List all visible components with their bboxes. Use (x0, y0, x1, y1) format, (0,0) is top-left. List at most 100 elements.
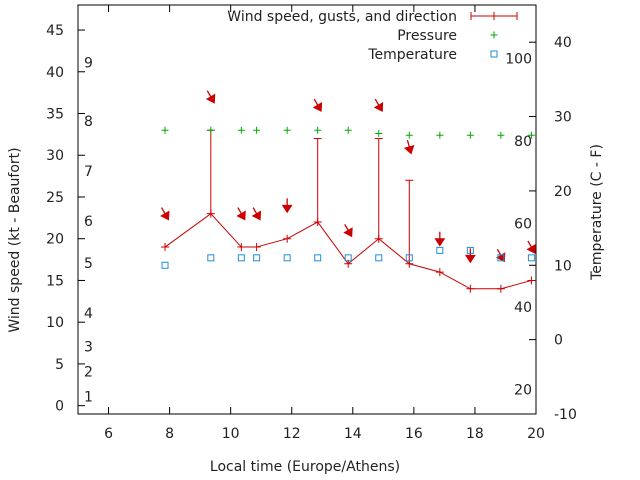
wind-direction-arrow (313, 98, 319, 106)
x-axis-label: Local time (Europe/Athens) (210, 459, 400, 475)
wind-speed-point (161, 243, 170, 252)
beaufort-label: 3 (84, 339, 93, 355)
temperature-point (466, 246, 474, 254)
wind-direction-arrowhead (281, 204, 293, 214)
beaufort-label: 6 (84, 214, 93, 230)
wind-direction-arrow (374, 98, 380, 106)
wind-speed-point (252, 243, 261, 252)
wind-speed-point (313, 218, 322, 227)
y-left-tick-label: 25 (46, 190, 64, 206)
y-right-axis-label: Temperature (C - F) (589, 144, 605, 281)
wind-direction-arrow (252, 207, 258, 214)
temperature-point (207, 254, 215, 262)
beaufort-label: 8 (84, 114, 93, 130)
wind-speed-point (374, 234, 383, 243)
legend: Wind speed, gusts, and direction Pressure… (227, 9, 518, 63)
y-left-axis-label: Wind speed (kt - Beaufort) (7, 147, 23, 332)
fahrenheit-scale-labels: 20 40 60 80 100 (505, 52, 532, 399)
pressure-point (405, 131, 413, 139)
plot-frame (77, 4, 537, 415)
x-tick-label: 18 (466, 426, 484, 442)
pressure-point (161, 126, 169, 134)
y-left-tick-label: 20 (46, 232, 64, 248)
beaufort-label: 4 (84, 306, 93, 322)
x-tick-label: 16 (405, 426, 423, 442)
x-tick-label: 8 (165, 426, 174, 442)
fahrenheit-label: 20 (514, 382, 532, 398)
wind-speed-point (527, 276, 536, 285)
wind-direction-arrowhead (236, 210, 246, 221)
wind-direction-arrowhead (373, 102, 384, 113)
x-tick-label: 14 (344, 426, 362, 442)
y-left-tick-label: 15 (46, 273, 64, 289)
y-right-tick-label: 40 (554, 35, 572, 51)
beaufort-scale-labels: 1 2 3 4 5 6 7 8 9 (84, 56, 93, 406)
pressure-point (237, 126, 245, 134)
y-left-tick-label: 35 (46, 107, 64, 123)
wind-speed-line (164, 213, 532, 290)
temperature-point (161, 261, 169, 269)
wind-speed-point (466, 284, 475, 293)
wind-direction-arrowhead (205, 93, 216, 104)
wind-direction-arrowhead (434, 238, 446, 247)
x-tick-label: 20 (527, 426, 545, 442)
y-left-tick-label: 40 (46, 65, 64, 81)
temperature-point (375, 254, 383, 262)
fahrenheit-label: 40 (514, 300, 532, 316)
legend-key-temperature (490, 50, 498, 58)
legend-key-pressure (490, 31, 498, 39)
pressure-point (466, 131, 474, 139)
temperature-point (253, 254, 261, 262)
wind-direction-arrow (344, 223, 349, 231)
y-right-tick-label: 0 (554, 333, 563, 349)
wind-speed-point (206, 209, 215, 218)
plot-border (77, 4, 537, 415)
x-tick-label: 6 (104, 426, 113, 442)
fahrenheit-label: 80 (514, 134, 532, 150)
wind-direction-arrowhead (343, 227, 353, 238)
beaufort-label: 5 (84, 256, 93, 272)
y-right-tick-label: 10 (554, 258, 572, 274)
wind-speed-point (283, 234, 292, 243)
temperature-point (314, 254, 322, 262)
temperature-point (283, 254, 291, 262)
pressure-point (497, 131, 505, 139)
wind-direction-arrow (527, 240, 532, 248)
wind-speed-point (237, 243, 246, 252)
wind-direction-arrowhead (160, 210, 170, 221)
wind-direction-arrowhead (526, 243, 536, 254)
wind-series (161, 209, 536, 293)
y-left-tick-label: 30 (46, 148, 64, 164)
y-right-axis-ticks: -10 0 10 20 30 40 (529, 35, 577, 423)
pressure-point (375, 130, 383, 138)
fahrenheit-label: 100 (505, 52, 532, 68)
pressure-point (436, 131, 444, 139)
temperature-point (497, 254, 505, 262)
y-right-tick-label: -10 (554, 407, 577, 423)
y-right-tick-label: 30 (554, 110, 572, 126)
y-left-axis-ticks: 0 5 10 15 20 25 30 35 40 45 (46, 23, 85, 415)
pressure-point (207, 126, 215, 134)
temperature-point (436, 246, 444, 254)
legend-label-pressure: Pressure (397, 28, 457, 44)
x-tick-label: 10 (222, 426, 240, 442)
gust-bars (206, 129, 414, 264)
pressure-series (161, 126, 535, 139)
wind-direction-arrowhead (464, 254, 476, 264)
y-left-tick-label: 0 (55, 399, 64, 415)
x-tick-label: 12 (283, 426, 301, 442)
temperature-series (161, 246, 535, 269)
pressure-point (253, 126, 261, 134)
pressure-point (527, 131, 535, 139)
wind-speed-point (435, 268, 444, 277)
y-left-tick-label: 5 (55, 357, 64, 373)
beaufort-label: 7 (84, 164, 93, 180)
y-left-tick-label: 45 (46, 23, 64, 39)
pressure-point (314, 126, 322, 134)
legend-label-temperature: Temperature (367, 47, 457, 63)
wind-direction-arrow (160, 207, 166, 214)
pressure-point (344, 126, 352, 134)
wind-direction-arrow (406, 139, 410, 148)
temperature-point (527, 254, 535, 262)
